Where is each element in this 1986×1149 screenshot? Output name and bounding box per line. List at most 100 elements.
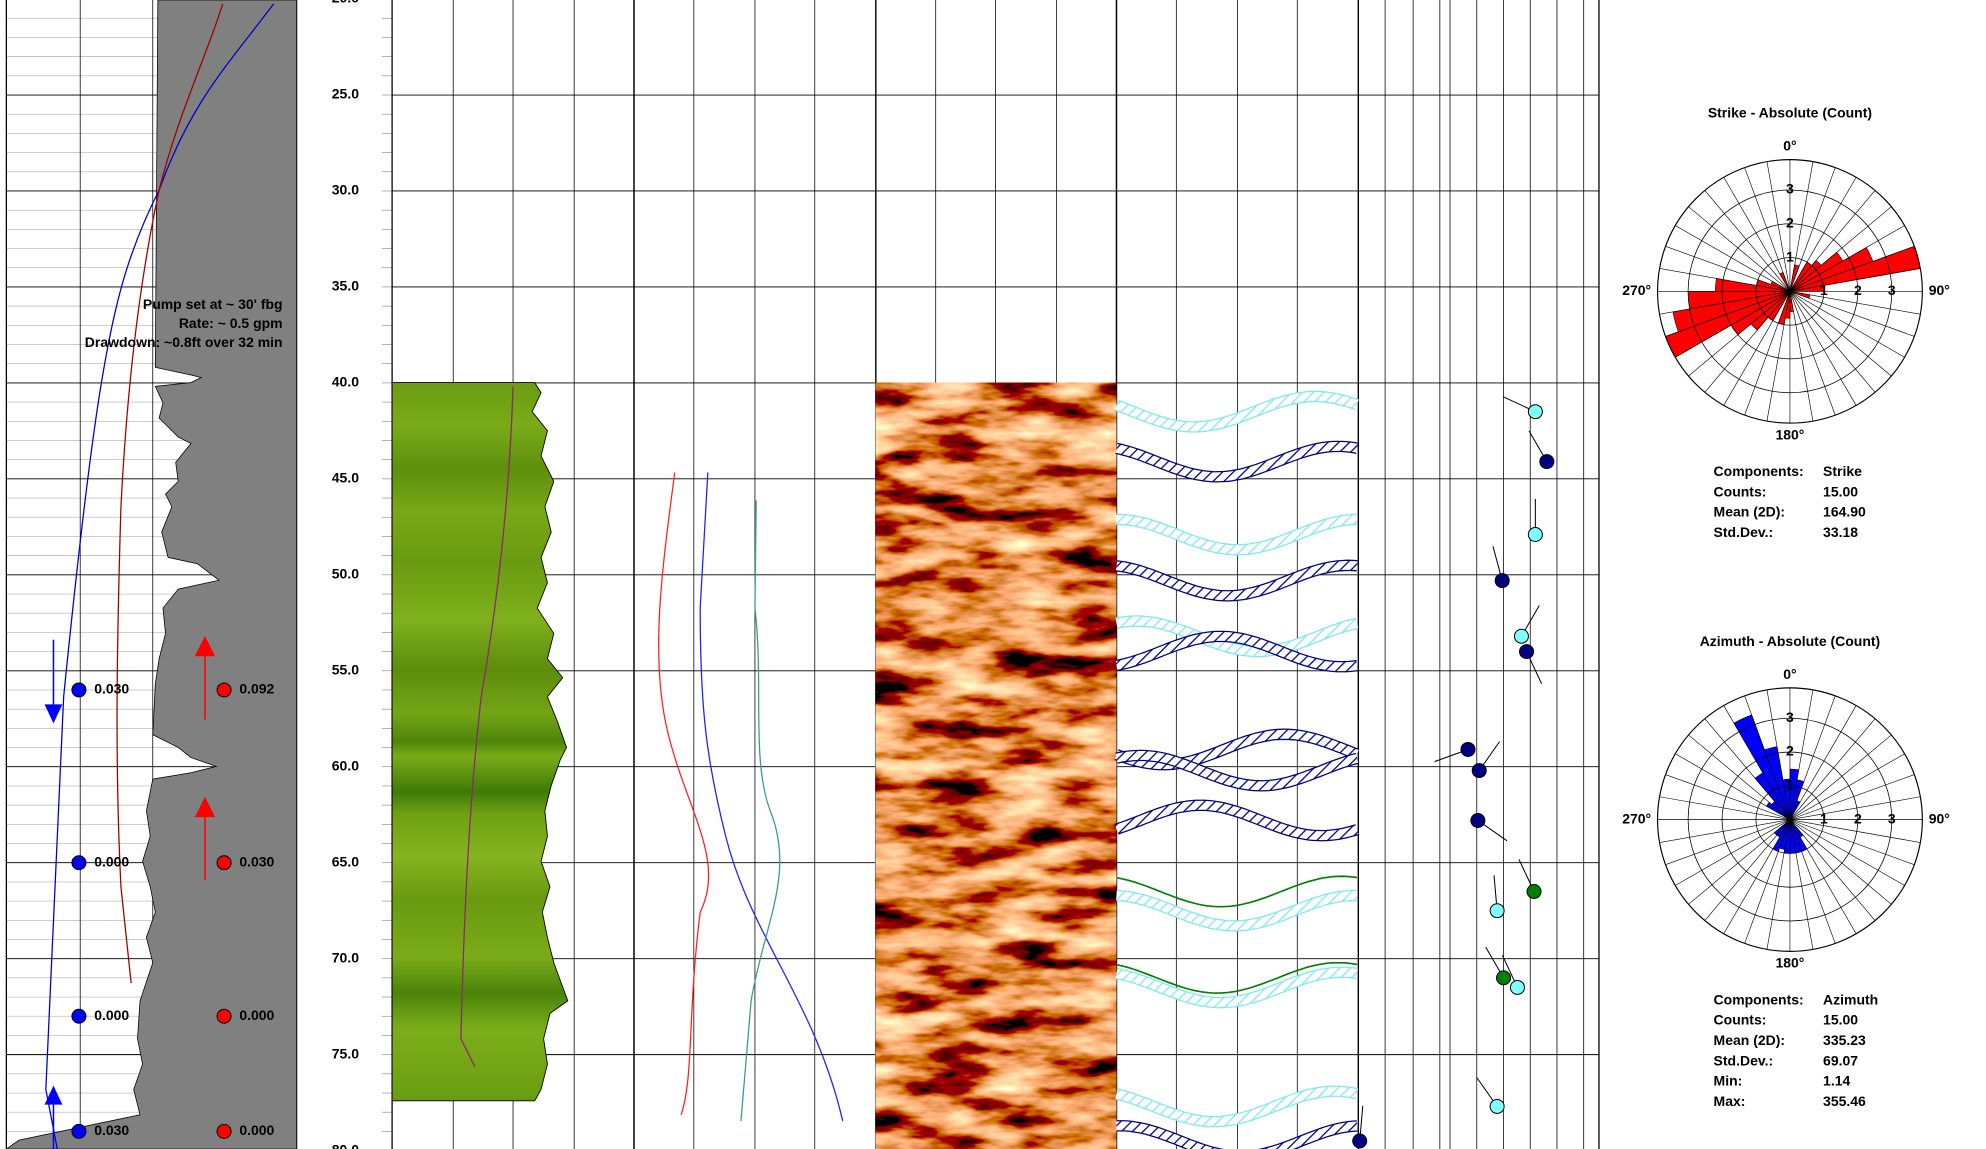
sinusoid-fill xyxy=(1114,729,1359,770)
rose-spoke xyxy=(1766,819,1791,950)
tadpole xyxy=(1471,763,1487,779)
rose-spoke xyxy=(1789,268,1921,292)
rose-spoke xyxy=(1688,819,1791,905)
stat-value: 15.00 xyxy=(1823,1012,1858,1028)
rose-spoke xyxy=(1704,190,1791,292)
flow-point xyxy=(216,855,232,871)
flow-label: 0.092 xyxy=(239,681,274,697)
rose-spoke xyxy=(1789,291,1905,358)
depth-label: 25.0 xyxy=(332,86,359,102)
rose-outline xyxy=(1656,687,1923,952)
rose-title: Azimuth - Absolute (Count) xyxy=(1700,633,1881,649)
depth-label: 20.0 xyxy=(332,0,359,6)
rose-spoke xyxy=(1723,177,1791,292)
rose-spoke xyxy=(1789,291,1857,406)
rose-spoke xyxy=(1789,796,1921,820)
flow-point xyxy=(71,682,87,698)
sinusoid-fill xyxy=(1115,632,1358,672)
rose-spoke xyxy=(1789,718,1876,820)
ring-label: 3 xyxy=(1888,810,1896,826)
tadpole xyxy=(1513,628,1529,644)
rose-spoke xyxy=(1789,291,1892,377)
ring-label: 1 xyxy=(1820,282,1828,298)
rose-ring xyxy=(1687,189,1893,394)
rose-spoke xyxy=(1789,291,1836,416)
gamma-curve xyxy=(460,386,514,1067)
tadpole xyxy=(1539,454,1555,470)
stat-label: Mean (2D): xyxy=(1714,1032,1786,1048)
depth-label: 75.0 xyxy=(332,1045,359,1061)
rose-ring xyxy=(1755,785,1825,854)
rose-spoke xyxy=(1659,268,1791,292)
rose-spoke xyxy=(1675,753,1791,820)
sinusoid-fill xyxy=(1116,1121,1358,1149)
rose-spoke xyxy=(1704,718,1791,820)
rose-ring xyxy=(1687,717,1893,922)
tadpole xyxy=(1496,970,1512,986)
rose-spoke xyxy=(1789,819,1857,934)
tadpole xyxy=(1527,404,1543,420)
ring-label: 3 xyxy=(1888,282,1896,298)
tadpole xyxy=(1352,1133,1368,1149)
tadpole xyxy=(1489,903,1505,919)
rose-spoke xyxy=(1744,167,1791,292)
ring-label: 1 xyxy=(1786,777,1794,793)
rose-spoke xyxy=(1789,161,1814,292)
ring-label: 2 xyxy=(1854,810,1862,826)
rose-spoke xyxy=(1789,167,1836,292)
flow-label: 0.030 xyxy=(239,853,274,869)
rose-spoke xyxy=(1789,819,1921,843)
rose-ring xyxy=(1755,257,1825,326)
direction-label: 0° xyxy=(1783,138,1796,154)
stat-label: Std.Dev.: xyxy=(1714,524,1774,540)
tadpole xyxy=(1509,979,1525,995)
rose-spoke xyxy=(1723,705,1791,820)
flow-label: 0.030 xyxy=(94,1122,129,1138)
rose-spoke xyxy=(1665,774,1791,820)
rose-spoke xyxy=(1766,291,1791,422)
stat-value: 15.00 xyxy=(1823,484,1858,500)
direction-label: 180° xyxy=(1775,426,1804,442)
direction-label: 270° xyxy=(1622,810,1651,826)
rose-spoke xyxy=(1688,734,1791,820)
flow-point xyxy=(216,1123,232,1139)
rose-spoke xyxy=(1723,291,1791,406)
annotation: Drawdown: ~0.8ft over 32 min xyxy=(85,334,283,350)
rose-spoke xyxy=(1688,291,1791,377)
teal-log xyxy=(740,500,781,1122)
stat-value: 355.46 xyxy=(1823,1093,1866,1109)
rose-spoke xyxy=(1659,291,1791,315)
rose-spoke xyxy=(1675,291,1791,358)
direction-label: 0° xyxy=(1783,666,1796,682)
depth-label: 35.0 xyxy=(332,278,359,294)
borehole-image xyxy=(875,382,1117,1149)
rose-ring xyxy=(1721,223,1859,360)
rose-spoke xyxy=(1789,689,1814,820)
rose-spoke xyxy=(1665,819,1791,865)
direction-label: 180° xyxy=(1775,955,1804,971)
direction-label: 270° xyxy=(1622,282,1651,298)
sinusoid-fill xyxy=(1115,560,1358,601)
rose-spoke xyxy=(1789,291,1876,393)
rose-spoke xyxy=(1789,190,1876,292)
tadpole xyxy=(1519,644,1535,660)
stat-label: Min: xyxy=(1714,1073,1743,1089)
rose-spoke xyxy=(1675,225,1791,292)
sinusoid xyxy=(1116,875,1358,908)
rose-spoke xyxy=(1659,796,1791,820)
rose-spoke xyxy=(1789,225,1905,292)
flow-label: 0.030 xyxy=(94,681,129,697)
ring-label: 1 xyxy=(1786,248,1794,264)
rose-spoke xyxy=(1789,819,1892,905)
annotation: Rate: ~ 0.5 gpm xyxy=(179,315,283,331)
rose-spoke xyxy=(1789,291,1915,337)
rose-spoke xyxy=(1766,161,1791,292)
stat-value: 164.90 xyxy=(1823,504,1866,520)
sinusoid-fill xyxy=(1114,392,1359,432)
rose-spoke xyxy=(1744,291,1791,416)
rose-spoke xyxy=(1789,206,1892,292)
flow-label: 0.000 xyxy=(239,1122,274,1138)
rose-spoke xyxy=(1789,291,1921,315)
